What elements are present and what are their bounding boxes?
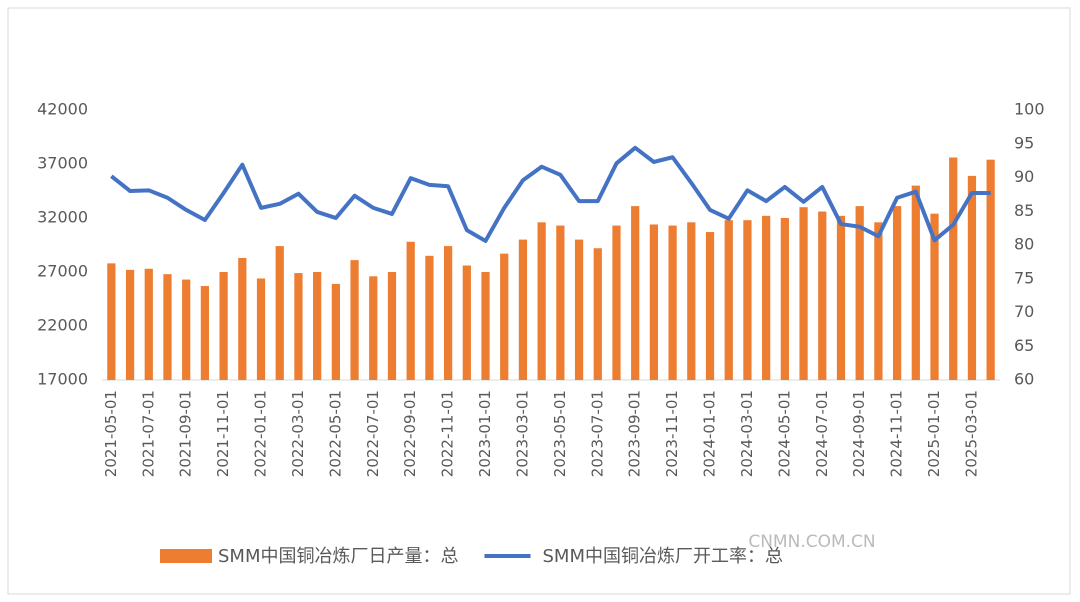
bar — [911, 185, 920, 380]
x-tick-label: 2021-11-01 — [214, 390, 232, 477]
y2-tick-label: 70 — [1014, 302, 1034, 321]
bar — [163, 274, 172, 380]
x-tick-label: 2023-11-01 — [663, 390, 681, 477]
x-tick-label: 2025-03-01 — [962, 390, 980, 477]
bar — [144, 268, 153, 380]
legend-label: SMM中国铜冶炼厂日产量：总 — [218, 546, 459, 567]
bar — [855, 206, 864, 380]
bar — [294, 273, 303, 380]
y-tick-label: 37000 — [37, 154, 88, 173]
bar — [593, 248, 602, 380]
bar — [818, 211, 827, 380]
bar — [518, 239, 528, 380]
bar — [986, 159, 995, 380]
x-tick-label: 2024-09-01 — [850, 390, 868, 477]
bar — [387, 272, 397, 380]
bar — [949, 157, 958, 380]
bar — [556, 225, 565, 380]
bar — [369, 276, 378, 380]
bar — [125, 269, 135, 380]
bar — [481, 272, 490, 380]
x-tick-label: 2023-07-01 — [588, 390, 606, 477]
y2-tick-label: 60 — [1014, 370, 1034, 389]
y-tick-label: 17000 — [37, 370, 88, 389]
y2-tick-label: 85 — [1014, 201, 1034, 220]
x-tick-label: 2024-05-01 — [775, 390, 793, 477]
y2-tick-label: 95 — [1014, 133, 1034, 152]
x-tick-label: 2024-07-01 — [813, 390, 831, 477]
x-tick-label: 2024-01-01 — [701, 390, 719, 477]
bar — [425, 255, 434, 380]
x-tick-label: 2022-11-01 — [439, 390, 457, 477]
x-tick-label: 2024-03-01 — [738, 390, 756, 477]
bar — [930, 213, 939, 380]
bar — [780, 218, 789, 380]
y2-tick-label: 75 — [1014, 268, 1034, 287]
bar — [612, 225, 621, 380]
x-tick-label: 2022-07-01 — [364, 390, 382, 477]
bar — [799, 207, 808, 380]
bar — [275, 246, 284, 380]
bar — [331, 283, 340, 380]
bar — [107, 263, 116, 380]
watermark: CNMN.COM.CN — [748, 532, 875, 552]
bar — [668, 225, 677, 380]
bar — [874, 222, 883, 380]
bar — [256, 278, 266, 380]
x-tick-label: 2023-01-01 — [476, 390, 494, 477]
bar — [574, 239, 584, 380]
bar — [705, 232, 715, 380]
bar — [762, 215, 771, 380]
bar — [500, 253, 509, 380]
x-tick-label: 2021-05-01 — [102, 390, 120, 477]
bar — [350, 260, 359, 380]
bar — [724, 220, 733, 380]
y2-tick-label: 100 — [1014, 100, 1045, 119]
y2-tick-label: 65 — [1014, 336, 1034, 355]
x-tick-label: 2024-11-01 — [888, 390, 906, 477]
x-tick-label: 2023-03-01 — [513, 390, 531, 477]
bar — [182, 279, 191, 380]
x-tick-label: 2022-03-01 — [289, 390, 307, 477]
bar — [406, 241, 415, 380]
y2-tick-label: 80 — [1014, 235, 1034, 254]
y-tick-label: 42000 — [37, 100, 88, 119]
x-tick-label: 2022-01-01 — [252, 390, 270, 477]
legend-label: SMM中国铜冶炼厂开工率：总 — [543, 546, 784, 567]
y2-tick-label: 90 — [1014, 167, 1034, 186]
bar — [836, 215, 846, 380]
y-tick-label: 27000 — [37, 262, 88, 281]
x-tick-label: 2023-05-01 — [551, 390, 569, 477]
bar — [443, 246, 453, 380]
bar — [649, 224, 659, 380]
bar — [313, 272, 322, 380]
bar — [631, 206, 640, 380]
y-tick-label: 32000 — [37, 208, 88, 227]
bar — [687, 222, 696, 380]
bar — [743, 220, 752, 380]
x-tick-label: 2021-09-01 — [177, 390, 195, 477]
x-tick-label: 2025-01-01 — [925, 390, 943, 477]
x-tick-label: 2022-05-01 — [326, 390, 344, 477]
legend-swatch — [160, 549, 212, 563]
bar — [967, 175, 977, 380]
x-tick-label: 2023-09-01 — [626, 390, 644, 477]
bar — [238, 257, 247, 380]
x-tick-label: 2022-09-01 — [401, 390, 419, 477]
line — [110, 145, 991, 243]
y-tick-label: 22000 — [37, 316, 88, 335]
bar — [892, 206, 902, 380]
bar — [200, 286, 210, 380]
bar — [219, 272, 228, 380]
x-tick-label: 2021-07-01 — [139, 390, 157, 477]
bar — [537, 222, 546, 380]
bar — [462, 265, 471, 380]
